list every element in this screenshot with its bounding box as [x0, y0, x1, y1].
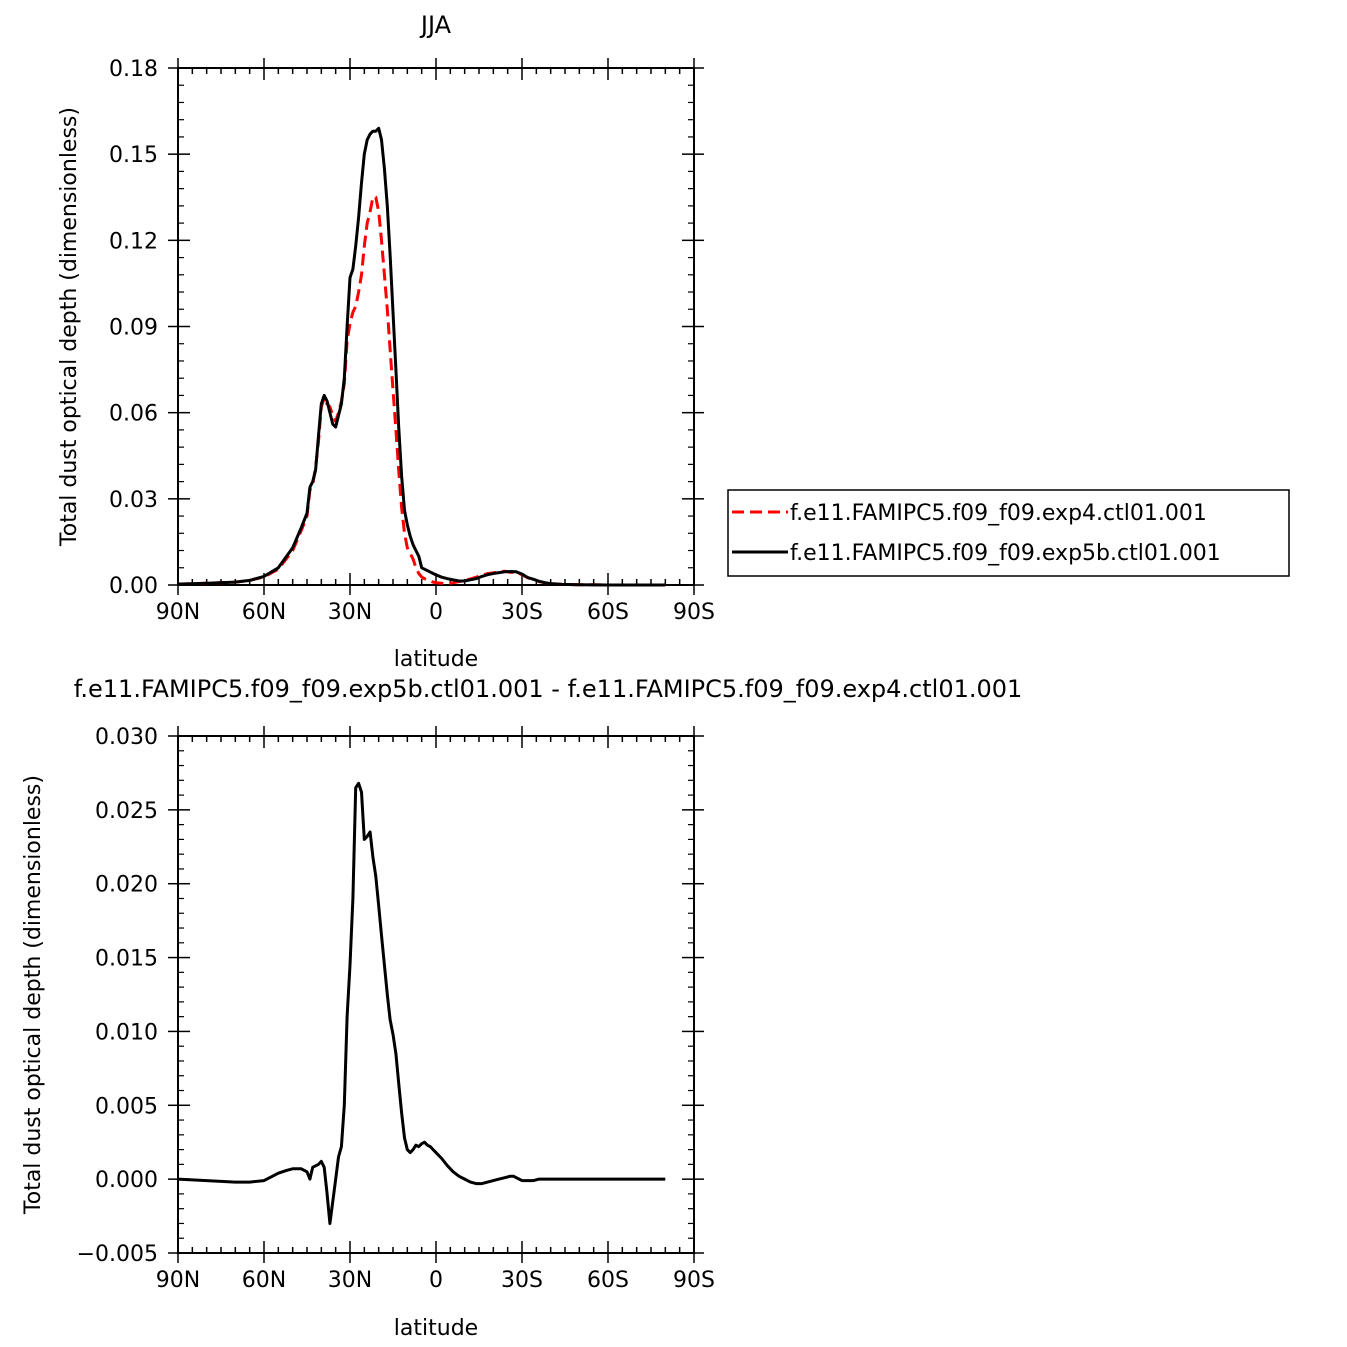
x-tick-label: 0 — [429, 600, 443, 625]
x-axis-title: latitude — [394, 1316, 478, 1341]
y-tick-label: 0.000 — [95, 1168, 158, 1193]
y-tick-label: 0.030 — [95, 725, 158, 750]
x-tick-label: 90N — [156, 600, 200, 625]
x-tick-label: 60S — [587, 600, 629, 625]
y-tick-label: 0.03 — [109, 488, 158, 513]
legend-label: f.e11.FAMIPC5.f09_f09.exp5b.ctl01.001 — [790, 541, 1221, 566]
y-tick-label: 0.025 — [95, 799, 158, 824]
x-tick-label: 60N — [242, 600, 286, 625]
series-line-0 — [177, 195, 666, 587]
legend: f.e11.FAMIPC5.f09_f09.exp4.ctl01.001 f.e1… — [727, 489, 1290, 577]
y-axis-title: Total dust optical depth (dimensionless) — [57, 107, 82, 547]
x-axis-title: latitude — [394, 647, 478, 672]
legend-label: f.e11.FAMIPC5.f09_f09.exp4.ctl01.001 — [790, 501, 1207, 526]
legend-box — [727, 489, 1290, 577]
series-line-1 — [177, 126, 666, 587]
x-tick-label: 30S — [501, 1268, 543, 1293]
y-tick-label: 0.015 — [95, 947, 158, 972]
y-axis-title: Total dust optical depth (dimensionless) — [21, 775, 46, 1215]
y-tick-label: −0.005 — [77, 1242, 158, 1267]
y-tick-label: 0.020 — [95, 873, 158, 898]
series-line-0 — [177, 781, 666, 1225]
y-tick-label: 0.09 — [109, 316, 158, 341]
y-tick-label: 0.005 — [95, 1094, 158, 1119]
x-tick-label: 60S — [587, 1268, 629, 1293]
bottom-chart: 90N 60N 30N 0 30S 60S 90S −0.005 0.000 0.005 0.010… — [21, 675, 1022, 1341]
y-tick-label: 0.12 — [109, 229, 158, 254]
x-tick-label: 30S — [501, 600, 543, 625]
y-tick-label: 0.06 — [109, 402, 158, 427]
plot-frame — [177, 735, 695, 1254]
y-tick-label: 0.010 — [95, 1020, 158, 1045]
x-tick-label: 0 — [429, 1268, 443, 1293]
x-tick-label: 30N — [328, 1268, 372, 1293]
y-tick-label: 0.18 — [109, 57, 158, 82]
chart-title: JJA — [419, 11, 452, 39]
top-chart: 90N 60N 30N 0 30S 60S 90S 0.00 0.03 0.06 0.09 0.12 0… — [57, 11, 715, 672]
x-tick-label: 90N — [156, 1268, 200, 1293]
plot-frame — [177, 67, 695, 586]
y-tick-label: 0.15 — [109, 143, 158, 168]
x-tick-label: 90S — [673, 600, 715, 625]
chart-title: f.e11.FAMIPC5.f09_f09.exp5b.ctl01.001 - … — [74, 675, 1023, 703]
x-tick-label: 90S — [673, 1268, 715, 1293]
x-tick-label: 30N — [328, 600, 372, 625]
y-tick-label: 0.00 — [109, 574, 158, 599]
x-tick-label: 60N — [242, 1268, 286, 1293]
